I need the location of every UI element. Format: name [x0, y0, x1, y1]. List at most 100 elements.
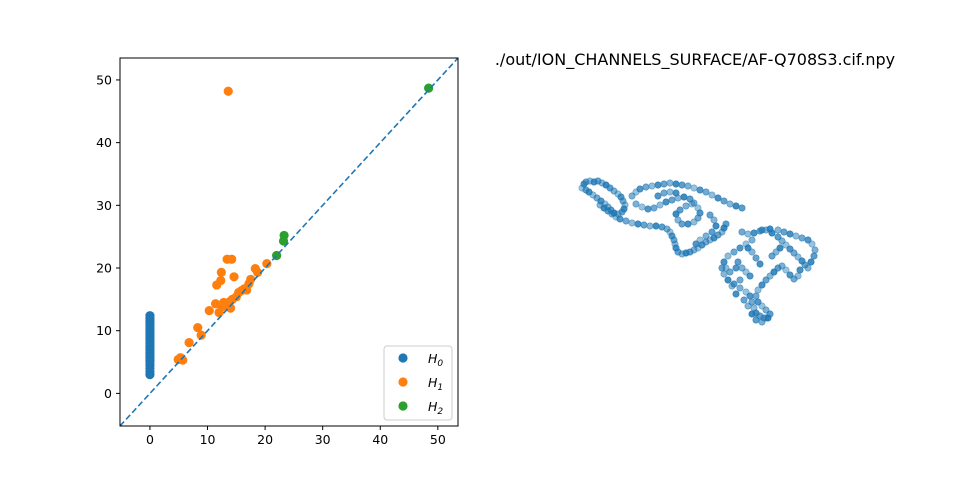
cloud-point-170 — [782, 266, 790, 274]
x-tick-label-50: 50 — [430, 432, 446, 447]
x-tick-label-0: 0 — [146, 432, 154, 447]
cloud-point-144 — [720, 258, 728, 266]
cloud-point-83 — [656, 201, 664, 209]
cloud-point-133 — [792, 232, 800, 240]
cloud-point-81 — [644, 205, 652, 213]
x-tick-label-40: 40 — [372, 432, 388, 447]
cloud-point-63 — [648, 182, 656, 190]
cloud-point-107 — [712, 222, 720, 230]
legend-marker-h1 — [398, 377, 408, 387]
x-axis-ticks: 0 10 20 30 40 50 — [146, 426, 446, 447]
cloud-point-106 — [710, 216, 718, 224]
cloud-point-137 — [766, 225, 774, 233]
point-h1-28 — [246, 274, 256, 284]
cloud-point-129 — [811, 246, 819, 254]
cloud-point-2 — [582, 178, 590, 186]
point-h1-18 — [225, 303, 236, 313]
cloud-point-93 — [690, 218, 698, 226]
cloud-point-191 — [732, 264, 740, 272]
cloud-point-89 — [690, 199, 698, 207]
cloud-point-148 — [730, 280, 738, 288]
cloud-point-75 — [720, 197, 728, 205]
legend-marker-h0 — [398, 353, 408, 363]
cloud-point-70 — [690, 184, 698, 192]
persistence-points — [145, 83, 434, 380]
cloud-point-69 — [684, 182, 692, 190]
cloud-point-138 — [758, 226, 766, 234]
x-tick-label-10: 10 — [200, 432, 216, 447]
cloud-point-178 — [734, 258, 742, 266]
y-tick-label-50: 50 — [96, 72, 112, 87]
cloud-point-113 — [744, 230, 752, 238]
point-h1-16 — [223, 86, 233, 96]
point-cloud-title: ./out/ION_CHANNELS_SURFACE/AF-Q708S3.cif… — [495, 50, 895, 70]
point-h1-3 — [184, 338, 194, 348]
cloud-point-182 — [736, 276, 744, 284]
cloud-point-33 — [628, 219, 636, 227]
cloud-point-61 — [636, 185, 644, 193]
cloud-point-35 — [640, 221, 648, 229]
cloud-point-105 — [706, 211, 714, 219]
legend-marker-h2 — [398, 401, 408, 411]
y-axis-ticks: 0 10 20 30 40 50 — [96, 72, 120, 401]
cloud-point-146 — [720, 270, 728, 278]
cloud-point-127 — [807, 258, 815, 266]
cloud-point-135 — [780, 228, 788, 236]
cloud-point-186 — [744, 302, 752, 310]
cloud-point-42 — [670, 236, 678, 244]
cloud-point-73 — [708, 191, 716, 199]
cloud-point-112 — [738, 228, 746, 236]
cloud-point-103 — [666, 188, 674, 196]
cloud-point-185 — [740, 296, 748, 304]
cloud-point-36 — [646, 222, 654, 230]
cloud-point-65 — [660, 180, 668, 188]
cloud-point-162 — [752, 292, 760, 300]
point-h2-3 — [424, 83, 434, 93]
point-h2-2 — [279, 230, 289, 241]
point-cloud — [578, 177, 819, 326]
point-h1-5 — [196, 330, 206, 340]
cloud-point-194 — [756, 260, 764, 268]
point-h1-31 — [262, 259, 272, 269]
y-tick-label-20: 20 — [96, 261, 112, 276]
point-h1-6 — [204, 306, 214, 316]
cloud-point-100 — [688, 200, 696, 208]
cloud-point-62 — [642, 183, 650, 191]
cloud-point-187 — [748, 310, 756, 318]
cloud-point-109 — [702, 232, 710, 240]
cloud-point-184 — [732, 290, 740, 298]
cloud-point-147 — [724, 276, 732, 284]
cloud-point-87 — [680, 193, 688, 201]
cloud-point-136 — [774, 226, 782, 234]
cloud-point-108 — [708, 228, 716, 236]
y-tick-label-10: 10 — [96, 323, 112, 338]
cloud-point-34 — [634, 220, 642, 228]
cloud-point-99 — [682, 202, 690, 210]
x-tick-label-30: 30 — [315, 432, 331, 447]
point-h0-23 — [145, 311, 155, 321]
diagonal-line — [119, 57, 459, 427]
cloud-point-58 — [722, 220, 730, 228]
cloud-point-134 — [786, 230, 794, 238]
cloud-point-149 — [736, 284, 744, 292]
cloud-point-164 — [758, 281, 766, 289]
point-h1-10 — [216, 275, 226, 286]
cloud-point-183 — [728, 282, 736, 290]
cloud-point-142 — [730, 248, 738, 256]
point-h1-30 — [253, 267, 263, 278]
cloud-point-71 — [696, 186, 704, 194]
cloud-point-173 — [794, 272, 802, 280]
cloud-point-96 — [674, 216, 682, 224]
cloud-point-181 — [746, 272, 754, 280]
legend: H0 H1 H2 — [383, 345, 453, 421]
cloud-point-80 — [638, 203, 646, 211]
cloud-point-94 — [684, 220, 692, 228]
point-h1-11 — [216, 267, 226, 278]
cloud-point-64 — [654, 181, 662, 189]
y-tick-label-40: 40 — [96, 135, 112, 150]
legend-label-h2: H2 — [428, 399, 443, 417]
x-tick-label-20: 20 — [257, 432, 273, 447]
cloud-point-82 — [650, 204, 658, 212]
